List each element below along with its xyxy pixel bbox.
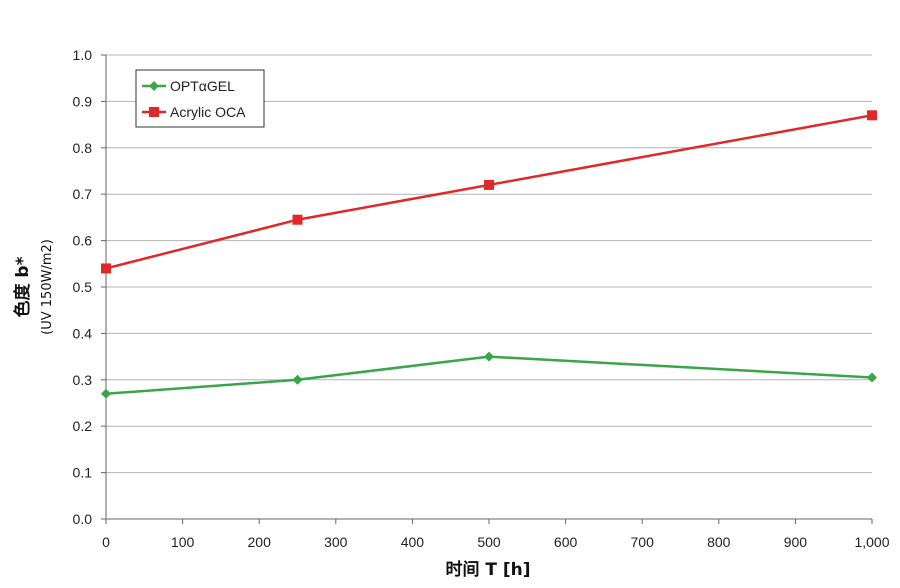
x-tick-label: 800 bbox=[707, 534, 731, 550]
y-tick-label: 0.8 bbox=[73, 140, 93, 156]
data-point bbox=[101, 388, 111, 399]
x-axis-title: 时间 T [h] bbox=[445, 559, 530, 580]
data-point bbox=[484, 179, 494, 190]
x-tick-label: 100 bbox=[171, 534, 195, 550]
series-line bbox=[105, 114, 873, 270]
legend-label: OPTαGEL bbox=[170, 78, 235, 94]
y-tick-label: 1.0 bbox=[73, 47, 93, 63]
series-1 bbox=[101, 351, 877, 399]
y-axis-title: 色度 b* bbox=[12, 256, 33, 317]
x-tick-label: 0 bbox=[102, 534, 110, 550]
y-tick-label: 0.3 bbox=[73, 372, 93, 388]
x-tick-label: 600 bbox=[554, 534, 578, 550]
x-tick-label: 400 bbox=[401, 534, 425, 550]
grid-layer bbox=[106, 54, 872, 474]
data-point bbox=[484, 351, 494, 362]
data-point bbox=[101, 263, 111, 274]
x-tick-label: 1,000 bbox=[854, 534, 889, 550]
legend-item: OPTαGEL bbox=[142, 78, 235, 94]
x-tick-label: 900 bbox=[784, 534, 808, 550]
y-tick-label: 0.4 bbox=[73, 325, 93, 341]
legend-swatch-marker bbox=[149, 107, 159, 117]
y-tick-label: 0.9 bbox=[73, 93, 93, 109]
y-tick-label: 0.2 bbox=[73, 418, 93, 434]
x-tick-label: 700 bbox=[631, 534, 655, 550]
x-tick-label: 300 bbox=[324, 534, 348, 550]
legend-swatch-marker bbox=[149, 81, 159, 91]
data-point bbox=[292, 214, 303, 225]
legend: OPTαGEL Acrylic OCA bbox=[135, 69, 265, 128]
data-point bbox=[292, 374, 303, 385]
legend-label: Acrylic OCA bbox=[170, 104, 246, 120]
axis-layer: 0.0 0.1 0.2 0.3 0.4 0.5 0.6 0.7 0.8 0.9 1.0 0 100 200… bbox=[73, 47, 890, 550]
data-point bbox=[867, 110, 877, 121]
data-point bbox=[867, 372, 877, 383]
y-tick-label: 0.5 bbox=[73, 279, 93, 295]
y-tick-label: 0.0 bbox=[73, 511, 93, 527]
series-line bbox=[105, 355, 873, 395]
x-tick-label: 200 bbox=[248, 534, 272, 550]
y-tick-label: 0.7 bbox=[73, 186, 93, 202]
series-2 bbox=[101, 110, 877, 274]
legend-box bbox=[135, 69, 265, 128]
x-tick-label: 500 bbox=[477, 534, 501, 550]
y-tick-label: 0.1 bbox=[73, 465, 93, 481]
y-tick-label: 0.6 bbox=[73, 233, 93, 249]
y-axis-subtitle: (UV 150W/m2) bbox=[40, 239, 55, 335]
series-layer bbox=[101, 110, 877, 399]
legend-item: Acrylic OCA bbox=[142, 104, 246, 120]
